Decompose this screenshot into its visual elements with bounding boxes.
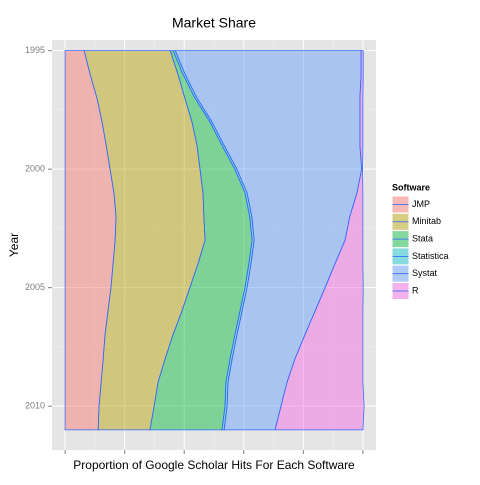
legend-label: R [412,285,419,295]
legend-title: Software [392,182,430,192]
legend-label: Statistica [412,251,449,261]
y-axis-label: Year [7,233,21,257]
area [274,50,365,431]
legend-label: Systat [412,268,438,278]
axes: 1995 2000 2005 2010 [25,45,364,454]
legend-label: JMP [412,199,430,209]
y-tick-label: 2010 [25,401,45,411]
legend: JMP Minitab Stata Statistica Systat R [391,195,449,300]
legend-label: Minitab [412,216,441,226]
legend-label: Stata [412,233,433,243]
y-tick-label: 2005 [25,282,45,292]
grid [52,40,376,450]
chart-title: Market Share [172,15,256,31]
y-tick-label: 2000 [25,164,45,174]
x-axis-label: Proportion of Google Scholar Hits For Ea… [73,458,355,472]
areas [64,50,365,431]
y-tick-label: 1995 [25,45,45,55]
